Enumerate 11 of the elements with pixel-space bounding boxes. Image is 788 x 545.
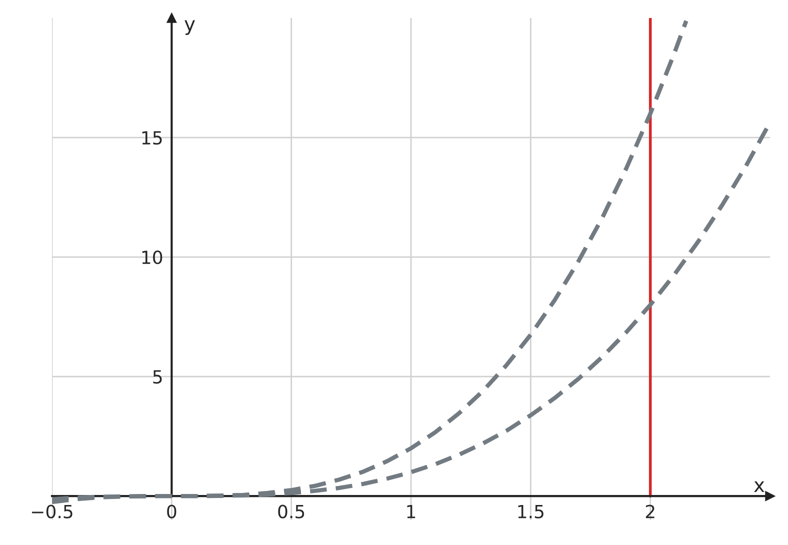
y-tick-label: 15	[142, 131, 162, 145]
y-tick-label: 5	[153, 370, 162, 384]
y-axis-title: y	[184, 20, 195, 35]
x-tick-label: 1.5	[518, 504, 544, 518]
x-tick-label: 0.5	[278, 504, 304, 518]
x-tick-label: −0.5	[32, 504, 72, 518]
y-tick-label: 10	[142, 250, 162, 264]
x-tick-label: 0	[167, 504, 176, 518]
x-axis-title: x	[754, 481, 764, 492]
x-tick-label: 2	[646, 504, 654, 518]
x-tick-label: 1	[407, 504, 416, 518]
